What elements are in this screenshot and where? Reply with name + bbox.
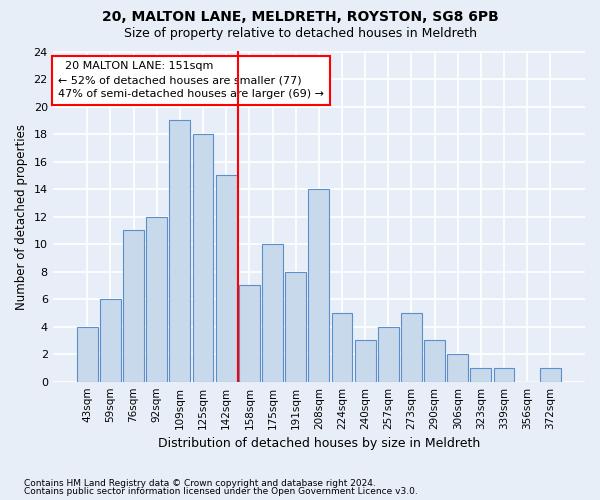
Bar [332, 313, 352, 382]
Bar [262, 244, 283, 382]
Bar [355, 340, 376, 382]
Text: Contains public sector information licensed under the Open Government Licence v3: Contains public sector information licen… [24, 487, 418, 496]
Text: 20 MALTON LANE: 151sqm  
← 52% of detached houses are smaller (77)
47% of semi-d: 20 MALTON LANE: 151sqm ← 52% of detached… [58, 62, 324, 100]
Bar [77, 326, 98, 382]
Bar [169, 120, 190, 382]
Text: Contains HM Land Registry data © Crown copyright and database right 2024.: Contains HM Land Registry data © Crown c… [24, 478, 376, 488]
Bar [424, 340, 445, 382]
Bar [216, 176, 236, 382]
Bar [401, 313, 422, 382]
Text: 20, MALTON LANE, MELDRETH, ROYSTON, SG8 6PB: 20, MALTON LANE, MELDRETH, ROYSTON, SG8 … [101, 10, 499, 24]
Bar [448, 354, 468, 382]
Bar [239, 286, 260, 382]
Y-axis label: Number of detached properties: Number of detached properties [15, 124, 28, 310]
Bar [494, 368, 514, 382]
Bar [285, 272, 306, 382]
Bar [146, 216, 167, 382]
Bar [123, 230, 144, 382]
Bar [470, 368, 491, 382]
Bar [308, 189, 329, 382]
Bar [193, 134, 214, 382]
Bar [540, 368, 561, 382]
Bar [378, 326, 399, 382]
Text: Size of property relative to detached houses in Meldreth: Size of property relative to detached ho… [124, 28, 476, 40]
X-axis label: Distribution of detached houses by size in Meldreth: Distribution of detached houses by size … [158, 437, 480, 450]
Bar [100, 299, 121, 382]
